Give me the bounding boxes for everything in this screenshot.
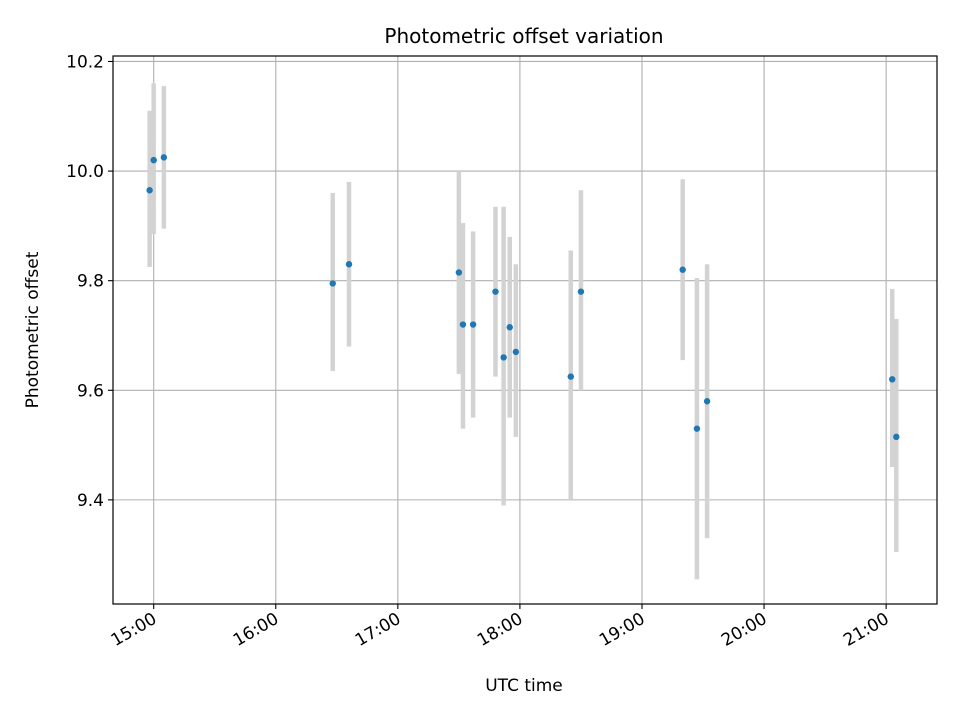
data-point — [492, 288, 499, 295]
chart-title: Photometric offset variation — [384, 24, 663, 48]
y-tick-label: 10.0 — [66, 162, 104, 182]
data-point — [893, 433, 900, 441]
data-point — [345, 261, 353, 268]
data-point — [889, 376, 896, 383]
data-points — [146, 154, 900, 441]
data-point — [146, 187, 153, 194]
data-point — [459, 321, 467, 328]
grid — [113, 56, 937, 604]
data-point — [512, 348, 520, 356]
y-tick-label: 9.8 — [77, 272, 104, 292]
plot-frame — [112, 55, 938, 605]
data-point — [506, 324, 513, 331]
data-point — [577, 288, 585, 295]
data-point — [567, 373, 574, 380]
data-point — [329, 280, 336, 287]
data-point — [703, 398, 711, 405]
data-point — [500, 354, 507, 361]
data-point — [469, 321, 477, 328]
data-point — [455, 269, 463, 276]
x-axis-label: UTC time — [485, 676, 563, 696]
y-tick-label: 10.2 — [66, 52, 104, 72]
y-axis-label: Photometric offset — [23, 251, 43, 408]
y-axis: 9.4 9.6 9.8 10.0 10.2 — [66, 52, 113, 511]
data-point — [160, 154, 168, 161]
y-tick-label: 9.6 — [77, 381, 104, 401]
data-point — [150, 156, 157, 164]
data-point — [693, 425, 701, 432]
y-tick-label: 9.4 — [77, 491, 104, 511]
data-point — [679, 266, 686, 273]
